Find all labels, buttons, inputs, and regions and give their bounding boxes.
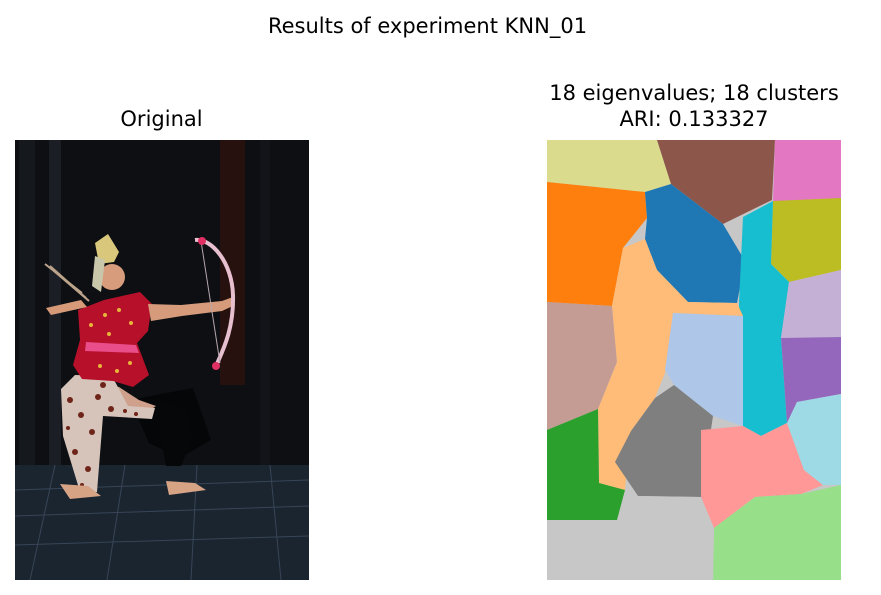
segment-gray (615, 385, 713, 497)
segment-pink (773, 140, 841, 201)
bow (194, 237, 236, 367)
segment-blue (645, 184, 745, 303)
tiled-floor (15, 465, 309, 580)
segment-olive-light (547, 140, 671, 192)
segment-peach (598, 239, 743, 490)
bow-tip-bottom (212, 362, 220, 370)
segment-brown (657, 140, 775, 224)
segment-rose-brown (547, 302, 617, 430)
segment-light-gray (547, 496, 714, 580)
original-photo-svg (15, 140, 309, 580)
left-arm (46, 300, 87, 315)
bow-string (200, 240, 221, 364)
segmentation-map-svg (547, 140, 841, 580)
crown-headdress (95, 234, 119, 264)
segment-purple (781, 337, 841, 423)
batik-pattern (66, 382, 138, 487)
segmentation-panel-title: 18 eigenvalues; 18 clusters ARI: 0.13332… (494, 80, 881, 132)
dark-stockings-leg (159, 403, 193, 466)
right-arm (148, 297, 235, 321)
segment-pale-cyan (787, 394, 841, 485)
left-foot (60, 484, 101, 499)
original-image (15, 140, 309, 580)
segment-green (547, 409, 625, 520)
red-costume-top (73, 292, 152, 387)
segment-olive (771, 198, 841, 282)
segment-light-green (713, 485, 841, 580)
gold-costume-pattern (89, 308, 133, 373)
segment-light-blue (665, 313, 743, 426)
original-panel-title: Original (120, 107, 203, 131)
figure-title: Results of experiment KNN_01 (267, 14, 588, 38)
segmentation-title-line-2: ARI: 0.133327 (619, 107, 769, 131)
wall-column-right (260, 140, 270, 470)
segment-cyan (739, 201, 789, 436)
arrows-quiver (44, 263, 90, 302)
flower-headpiece (92, 256, 105, 292)
segmentation-image (547, 140, 841, 580)
segment-lavender (781, 270, 841, 338)
batik-pants (61, 375, 155, 495)
pink-sash (85, 342, 139, 353)
wall-column-left (19, 140, 35, 485)
dancer-face (99, 264, 125, 290)
right-foot (166, 481, 206, 495)
segment-orange (547, 182, 647, 306)
segmentation-title-line-1: 18 eigenvalues; 18 clusters (549, 81, 839, 105)
wall-column-left-2 (49, 140, 61, 470)
segment-salmon (701, 423, 823, 528)
bow-tip-top (198, 237, 206, 245)
